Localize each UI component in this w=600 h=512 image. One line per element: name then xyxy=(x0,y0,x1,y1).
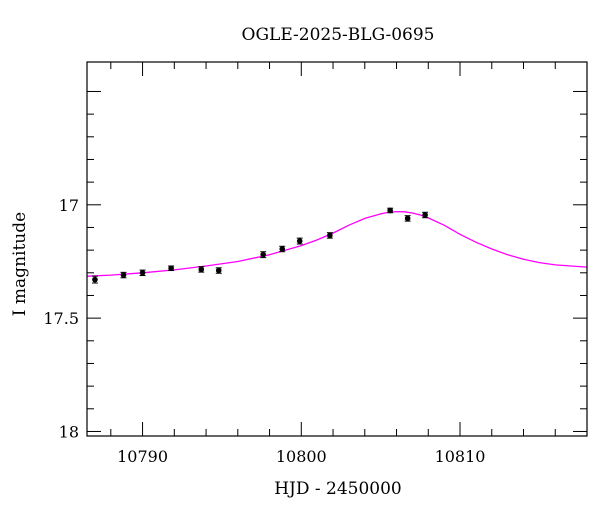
data-point xyxy=(215,267,222,274)
y-tick-label: 17.5 xyxy=(43,309,79,328)
data-point xyxy=(168,265,174,272)
axis-ticks xyxy=(87,62,588,436)
data-point xyxy=(327,232,333,239)
data-point xyxy=(387,207,393,214)
x-tick-label: 10790 xyxy=(117,447,168,466)
y-tick-label: 17 xyxy=(59,196,79,215)
data-point xyxy=(198,266,205,273)
data-point xyxy=(279,246,286,252)
model-curve-group xyxy=(86,210,588,277)
axis-tick-labels: 10790 10800 10810 17 17.5 18 xyxy=(43,196,485,466)
model-curve xyxy=(86,210,588,277)
data-point xyxy=(260,251,266,258)
x-tick-label: 10810 xyxy=(435,447,486,466)
data-point xyxy=(120,272,127,278)
plot-frame xyxy=(86,61,588,437)
y-axis-label: I magnitude xyxy=(10,212,30,316)
data-point xyxy=(296,238,303,244)
chart-title: OGLE-2025-BLG-0695 xyxy=(242,25,435,45)
data-point xyxy=(422,212,428,218)
y-tick-label: 18 xyxy=(59,422,79,441)
x-tick-label: 10800 xyxy=(276,447,327,466)
data-point xyxy=(404,215,411,222)
x-axis-label: HJD - 2450000 xyxy=(274,479,402,499)
data-points-group xyxy=(91,207,429,284)
data-point xyxy=(139,270,146,276)
data-point xyxy=(92,276,98,283)
